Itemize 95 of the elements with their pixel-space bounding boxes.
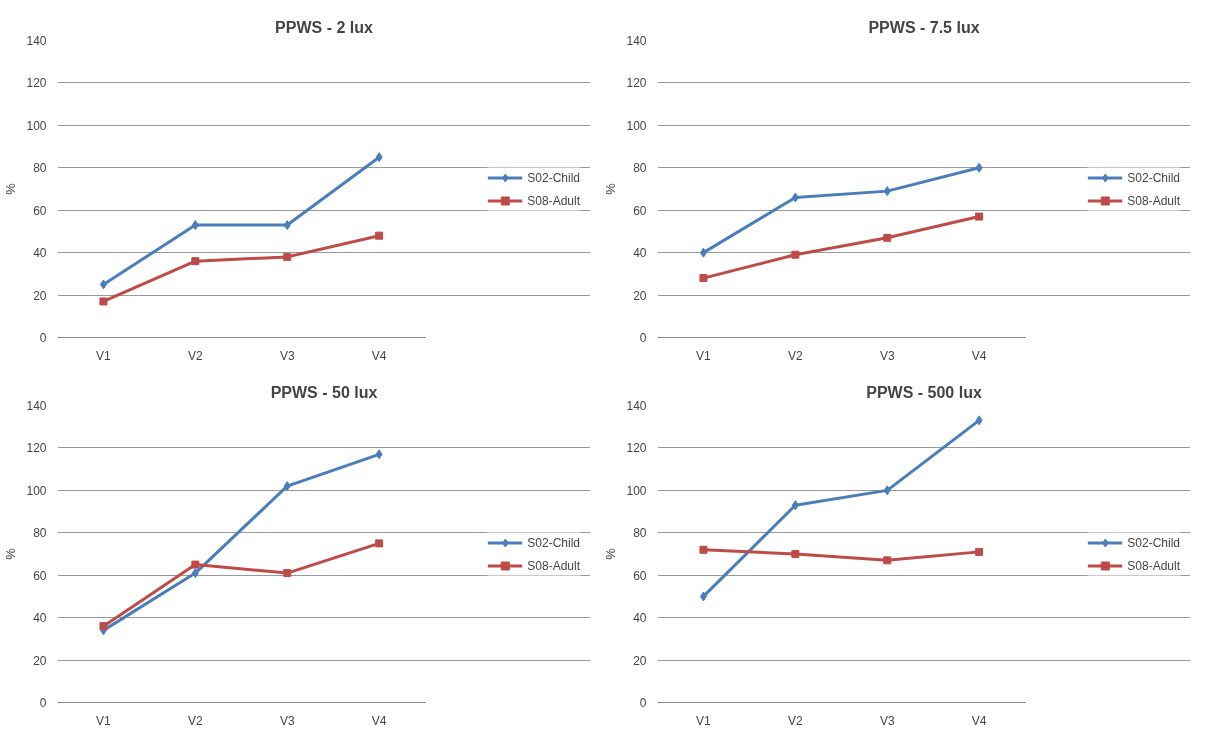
y-tick-label: 120 xyxy=(26,441,47,456)
y-tick-label: 40 xyxy=(33,246,47,261)
point xyxy=(883,186,891,197)
point xyxy=(375,231,384,240)
point xyxy=(699,274,708,283)
legend-label: S02-Child xyxy=(1127,535,1180,549)
chart-title: PPWS - 7.5 lux xyxy=(868,18,980,36)
x-tick-label: V1 xyxy=(96,348,112,363)
x-tick-label: V2 xyxy=(788,713,804,728)
y-tick-label: 20 xyxy=(33,653,47,668)
y-tick-label: 60 xyxy=(33,568,47,583)
point xyxy=(699,545,708,554)
point xyxy=(283,220,291,231)
x-tick-label: V3 xyxy=(879,348,895,363)
y-axis-title: % xyxy=(603,547,619,560)
y-tick-label: 20 xyxy=(633,288,647,303)
legend-label: S08-Adult xyxy=(1127,193,1180,207)
point xyxy=(191,257,200,266)
y-tick-label: 120 xyxy=(26,76,47,91)
y-tick-label: 0 xyxy=(39,696,47,710)
point xyxy=(975,212,984,221)
point xyxy=(375,539,384,548)
y-tick-label: 100 xyxy=(626,483,647,498)
point xyxy=(883,233,892,242)
y-tick-label: 100 xyxy=(26,483,47,498)
point xyxy=(375,449,383,460)
point xyxy=(883,556,892,565)
y-tick-label: 120 xyxy=(626,76,647,91)
point xyxy=(791,250,800,259)
legend-label: S08-Adult xyxy=(1127,558,1180,572)
point xyxy=(191,568,199,579)
point xyxy=(283,252,292,261)
legend-label: S08-Adult xyxy=(527,558,580,572)
y-tick-label: 20 xyxy=(33,288,47,303)
y-tick-label: 80 xyxy=(33,526,47,541)
point xyxy=(283,481,291,492)
x-tick-label: V1 xyxy=(696,348,712,363)
y-tick-label: 40 xyxy=(633,246,647,261)
y-tick-label: 0 xyxy=(39,331,47,345)
point xyxy=(975,547,984,556)
x-tick-label: V3 xyxy=(879,713,895,728)
legend-label: S02-Child xyxy=(527,170,580,184)
y-axis-title: % xyxy=(3,182,19,195)
y-tick-label: 140 xyxy=(626,399,647,413)
x-tick-label: V3 xyxy=(279,348,295,363)
x-tick-label: V3 xyxy=(279,713,295,728)
x-tick-label: V4 xyxy=(971,348,987,363)
point xyxy=(99,297,108,306)
y-tick-label: 60 xyxy=(633,203,647,218)
y-tick-label: 60 xyxy=(633,568,647,583)
x-tick-label: V1 xyxy=(696,713,712,728)
point xyxy=(699,247,707,258)
point xyxy=(791,550,800,558)
point xyxy=(883,485,891,496)
y-tick-label: 40 xyxy=(633,611,647,626)
y-tick-label: 140 xyxy=(26,399,47,413)
x-tick-label: V4 xyxy=(971,713,987,728)
point xyxy=(791,500,799,511)
y-axis-title: % xyxy=(603,182,619,195)
y-tick-label: 100 xyxy=(626,118,647,133)
y-tick-label: 140 xyxy=(626,34,647,48)
y-tick-label: 80 xyxy=(633,161,647,176)
y-tick-label: 120 xyxy=(626,441,647,456)
chart-title: PPWS - 50 lux xyxy=(270,383,378,401)
point xyxy=(699,591,707,602)
y-axis-title: % xyxy=(3,547,19,560)
point xyxy=(283,569,292,578)
y-tick-label: 80 xyxy=(633,526,647,541)
point xyxy=(99,279,107,290)
y-tick-label: 140 xyxy=(26,34,47,48)
y-tick-label: 100 xyxy=(26,118,47,133)
legend-label: S02-Child xyxy=(1127,170,1180,184)
y-tick-label: 80 xyxy=(33,161,47,176)
y-tick-label: 40 xyxy=(33,611,47,626)
point xyxy=(791,192,799,203)
point xyxy=(99,622,108,631)
legend-label: S08-Adult xyxy=(527,193,580,207)
point xyxy=(975,162,983,173)
y-tick-label: 20 xyxy=(633,653,647,668)
point xyxy=(191,220,199,231)
x-tick-label: V1 xyxy=(96,713,112,728)
chart-title: PPWS - 500 lux xyxy=(866,383,982,401)
chart-title: PPWS - 2 lux xyxy=(275,18,373,36)
point xyxy=(375,152,383,163)
x-tick-label: V2 xyxy=(188,348,204,363)
x-tick-label: V4 xyxy=(371,348,387,363)
y-tick-label: 0 xyxy=(639,696,647,710)
point xyxy=(975,415,983,426)
x-tick-label: V2 xyxy=(788,348,804,363)
y-tick-label: 60 xyxy=(33,203,47,218)
point xyxy=(191,560,200,569)
x-tick-label: V2 xyxy=(188,713,204,728)
legend-label: S02-Child xyxy=(527,535,580,549)
x-tick-label: V4 xyxy=(371,713,387,728)
y-tick-label: 0 xyxy=(639,331,647,345)
